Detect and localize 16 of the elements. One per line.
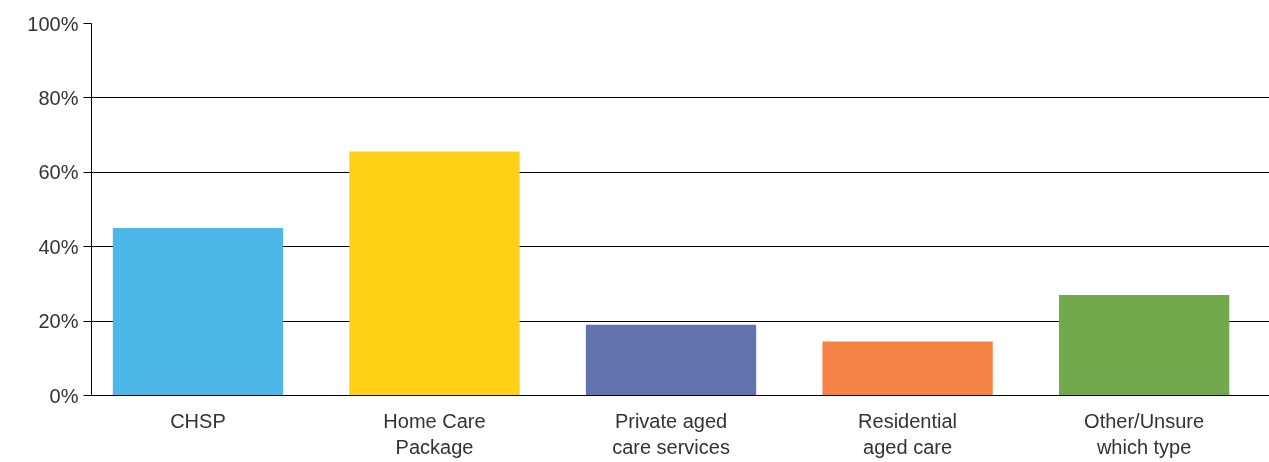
bar: [112, 228, 284, 396]
x-tick-label: Home Care Package: [383, 409, 486, 458]
x-tick-label: Private aged care services: [612, 409, 730, 458]
y-tick-label: 80%: [38, 86, 79, 109]
bar: [585, 324, 757, 396]
y-tick-label: 0%: [49, 384, 79, 407]
y-tick-label: 60%: [38, 161, 79, 184]
y-tick-label: 20%: [38, 310, 79, 333]
bar: [349, 151, 520, 396]
x-tick-label: Other/Unsure which type: [1084, 409, 1205, 458]
y-tick-label: 40%: [38, 235, 79, 258]
bar: [822, 341, 993, 396]
x-tick-label: Residential aged care: [858, 409, 958, 458]
bar: [1058, 295, 1230, 396]
y-tick-label: 100%: [27, 12, 79, 35]
x-tick-label: CHSP: [170, 409, 226, 432]
